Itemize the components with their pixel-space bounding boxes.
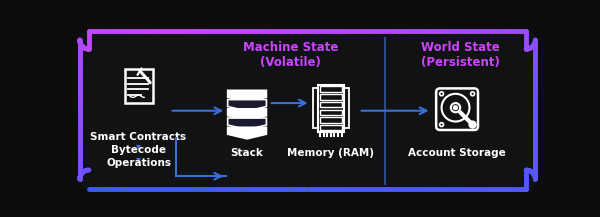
Text: Bytecode: Bytecode (111, 145, 166, 155)
Polygon shape (227, 109, 266, 120)
Polygon shape (227, 127, 266, 139)
Text: ▾: ▾ (136, 154, 141, 164)
Text: ▾: ▾ (136, 141, 141, 151)
Polygon shape (227, 118, 266, 130)
Bar (320, 117, 341, 123)
Bar (320, 102, 341, 107)
Text: Stack: Stack (230, 148, 263, 158)
Text: World State
(Persistent): World State (Persistent) (421, 41, 500, 69)
Bar (313, 88, 317, 128)
Bar (320, 94, 341, 100)
Bar (344, 88, 349, 128)
Text: Machine State
(Volatile): Machine State (Volatile) (243, 41, 338, 69)
Bar (317, 85, 344, 132)
Bar (320, 125, 341, 130)
Text: Memory (RAM): Memory (RAM) (287, 148, 374, 158)
Polygon shape (227, 100, 266, 111)
Bar (320, 110, 341, 115)
Text: Operations: Operations (106, 158, 171, 168)
Polygon shape (227, 90, 266, 102)
FancyBboxPatch shape (80, 31, 535, 189)
Bar (320, 87, 341, 92)
Text: Smart Contracts: Smart Contracts (91, 132, 187, 142)
Circle shape (454, 106, 457, 110)
Text: Account Storage: Account Storage (408, 148, 506, 158)
